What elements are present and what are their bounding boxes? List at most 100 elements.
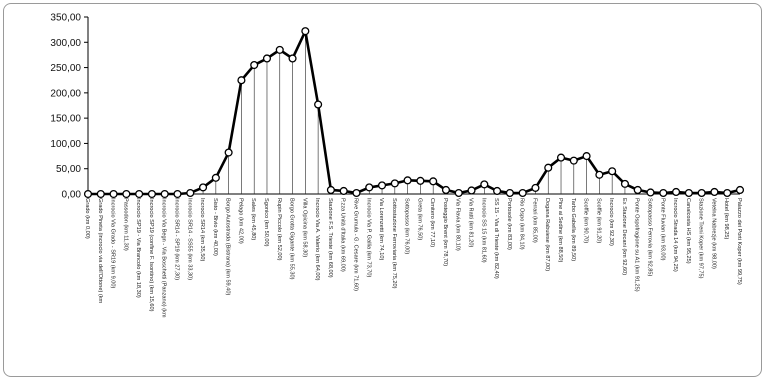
x-tick-label: Dogana Rabuiese (km 87,00) [544, 198, 550, 271]
data-point [211, 173, 220, 182]
x-tick-label: Scoffie (km 90,70) [583, 198, 589, 243]
data-point [352, 188, 361, 198]
x-tick-label: Ponte Fluvian (km 93,00) [659, 198, 665, 261]
x-tick-label: Rupin Piccolo (km 52,00) [276, 198, 282, 261]
data-point [416, 176, 425, 185]
x-tick-label: Sisto - Bivio (km 40,00) [212, 198, 218, 256]
data-point [595, 170, 604, 179]
x-tick-label: Incrocio Via Grado - SR19 (km 9,00) [110, 198, 116, 289]
series-line [88, 29, 741, 196]
x-tick-label: Incrocio Strada 14 (km 94,25) [672, 198, 678, 272]
data-point [454, 188, 463, 198]
data-point [365, 183, 374, 192]
data-point [633, 185, 642, 195]
x-tick-label: Palazzo dei Porti Koper (km 99,75) [736, 198, 742, 285]
data-point [314, 100, 323, 109]
data-point [237, 76, 246, 85]
data-point [275, 45, 284, 54]
data-point [620, 179, 629, 188]
data-point [723, 188, 732, 198]
x-tick-label: Canalcosta HS (km 95,25) [685, 198, 691, 264]
y-tick-label: 100,00 [50, 139, 81, 150]
x-tick-label: Ponte Ospofragione su A1 (km 91,25) [634, 198, 640, 292]
data-point [262, 54, 272, 63]
data-point [339, 186, 348, 196]
x-tick-label: Vetelna Nabrezje (km 98,00) [710, 198, 716, 269]
data-point [301, 27, 310, 36]
x-tick-label: Grado (km 0,00) [84, 198, 90, 239]
x-tick-label: SS 15 - Via di Trieste (km 82,40) [493, 198, 499, 279]
y-tick-label: 350,00 [50, 13, 81, 24]
x-tick-label: Grado Pineta (incrocio via dell'Ottone) … [97, 198, 103, 304]
x-axis-tick-labels: Grado (km 0,00) Grado Pineta (incrocio vi… [84, 198, 742, 318]
data-point [697, 188, 706, 198]
x-tick-label: Sottopasso Ferrovia (km 92,85) [647, 198, 653, 276]
x-tick-label: Sgonico (km 50,00) [263, 198, 269, 247]
x-tick-label: Sales (km 45,80) [250, 198, 256, 240]
x-tick-label: Portosole (km 83,00) [506, 198, 512, 250]
x-tick-label: Incrocio SR14 - SS55 (km 33,30) [186, 198, 192, 280]
x-tick-label: Greta (km 76,50) [416, 198, 422, 240]
data-point [531, 183, 540, 192]
y-tick-label: 300,00 [50, 38, 81, 49]
data-point [186, 188, 195, 198]
x-tick-label: Hotel (km 98,25) [723, 198, 729, 239]
data-point [608, 167, 617, 176]
data-point [684, 188, 693, 198]
chart-frame: 0,00 50,00 100,00 150,00 200,00 250,00 300,00 3… [3, 3, 762, 377]
data-point [518, 188, 527, 198]
x-tick-label: Sottostazione Ferroviaria (km 75,20) [391, 198, 397, 289]
x-tick-label: Via Flavia (km 80,10) [455, 198, 461, 251]
data-point [505, 188, 514, 198]
data-point [109, 189, 118, 199]
data-point [199, 183, 208, 192]
data-point [735, 185, 745, 195]
x-tick-label: Incrocio SS 15 (km 81,60) [480, 198, 486, 263]
x-tick-label: Rive Grumula - G. Cesare (km 71,60) [352, 198, 358, 291]
data-point [659, 188, 668, 198]
data-point [493, 186, 502, 196]
y-tick-label: 150,00 [50, 114, 81, 125]
data-points [83, 27, 745, 199]
data-point [377, 181, 387, 190]
y-tick-label: 250,00 [50, 63, 81, 74]
data-point [544, 163, 553, 172]
data-point [646, 188, 655, 197]
data-point [147, 189, 156, 199]
x-tick-label: Borgo Grotta Gigante (km 55,30) [289, 198, 295, 280]
x-tick-label: Incrocio (km 92,30) [608, 198, 614, 246]
data-point [710, 187, 719, 197]
x-tick-label: Stazione Treni Koper (km 97,75) [698, 198, 704, 279]
drop-lines [189, 31, 741, 194]
x-tick-label: Incrocio SP19 - Via Brancolo (km 18,30) [135, 198, 141, 298]
y-axis: 0,00 50,00 100,00 150,00 200,00 250,00 300,00 3… [50, 13, 740, 201]
data-point [160, 189, 169, 199]
x-tick-label: Incrocio SR14 (km 35,50) [199, 198, 205, 262]
x-tick-label: Tarbo Gabella (km 89,50) [570, 198, 576, 261]
data-point [441, 185, 451, 195]
data-point [403, 176, 412, 185]
x-tick-label: Via Ratti (km 81,20) [468, 198, 474, 247]
x-tick-label: Rio Ospo (km 84,10) [519, 198, 525, 250]
y-tick-label: 200,00 [50, 88, 81, 99]
x-tick-label: Passodon (km 11,30) [122, 198, 128, 251]
data-point [569, 156, 578, 165]
x-tick-label: Via Lorenzetti (km 74,10) [378, 198, 384, 261]
x-tick-label: Sottopasso (km 76,00) [404, 198, 410, 254]
x-tick-label: Pine ai Sedine (km 88,50) [557, 198, 563, 263]
x-tick-label: Incrocio Via A. Valerio (km 64,00) [314, 198, 320, 281]
x-tick-label: Cimitero (km 77,10) [429, 198, 435, 247]
x-tick-label: Pelago (km 42,00) [237, 198, 243, 244]
data-point [390, 179, 399, 188]
x-tick-label: Ferrari (km 85,00) [531, 198, 537, 243]
data-point [96, 189, 105, 199]
data-point [556, 153, 566, 162]
data-point [224, 148, 233, 157]
data-point [467, 186, 476, 195]
x-tick-label: Villa Opicina (km 58,30) [301, 198, 307, 257]
x-tick-label: Stazione F.S. Trieste (km 68,00) [327, 198, 333, 278]
x-tick-label: Posteggio Brent (km 78,70) [442, 198, 448, 266]
data-point [173, 189, 182, 199]
data-point [288, 54, 297, 63]
data-point [326, 185, 335, 195]
